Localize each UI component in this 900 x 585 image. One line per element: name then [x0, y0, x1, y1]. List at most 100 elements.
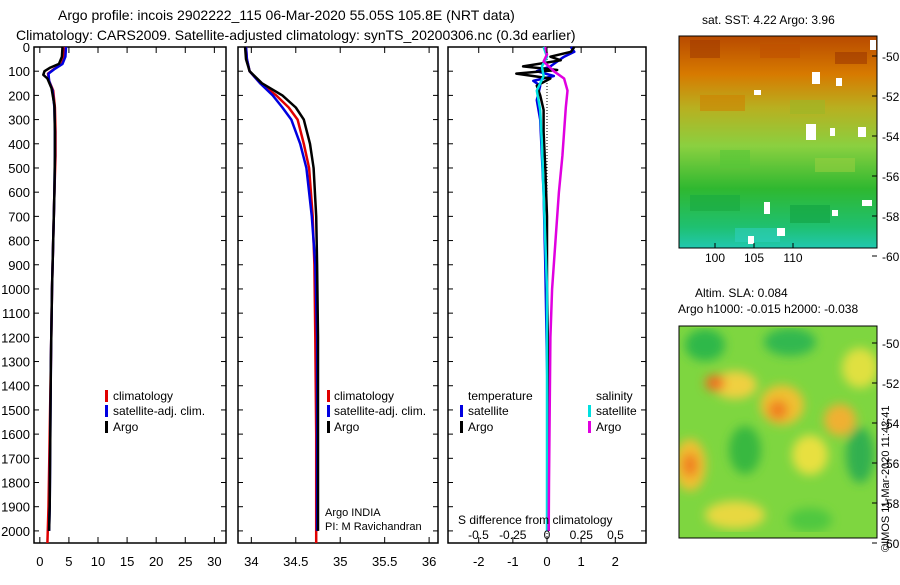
sla-lat-tick-label: -52: [882, 377, 900, 391]
depth-tick-label: 1300: [1, 355, 30, 370]
legend-label-climatology: climatology: [113, 389, 173, 403]
diff-xtick-label: -2: [473, 554, 485, 569]
depth-tick-label: 800: [8, 234, 30, 249]
sst-map: sat. SST: 4.22 Argo: 3.96 -50 -52 -54 -56 -5…: [678, 13, 900, 265]
legend-swatch-satellite-adj-sal: [327, 405, 330, 417]
credit-program: Argo INDIA: [325, 507, 381, 519]
salinity-panel-frame: [237, 46, 439, 544]
legend-swatch-temp-argo: [460, 421, 463, 433]
sal-xtick-label: 34: [244, 554, 258, 569]
sst-map-frame: [678, 35, 878, 249]
depth-tick-label: 400: [8, 137, 30, 152]
sst-lat-tick-label: -54: [882, 130, 900, 144]
sst-lon-tick-label: 110: [783, 251, 802, 265]
legend-swatch-climatology-sal: [327, 390, 330, 402]
difference-axis-label: S difference from climatology: [458, 513, 613, 527]
diff-upper-tick-label: -0.5: [468, 528, 489, 542]
legend-label-satellite-adj-sal: satellite-adj. clim.: [334, 404, 426, 418]
legend-label-climatology-sal: climatology: [334, 389, 394, 403]
sst-lat-tick-label: -52: [882, 90, 900, 104]
figure-title-line2: Climatology: CARS2009. Satellite-adjuste…: [16, 27, 576, 43]
legend-swatch-climatology: [105, 390, 108, 402]
temp-xtick-label: 5: [65, 554, 72, 569]
legend-swatch-argo-sal: [327, 421, 330, 433]
depth-tick-label: 2000: [1, 524, 30, 539]
depth-tick-label: 500: [8, 161, 30, 176]
sst-map-title: sat. SST: 4.22 Argo: 3.96: [702, 13, 835, 27]
salinity-legend: climatology satellite-adj. clim. Argo Ar…: [325, 389, 426, 533]
diff-upper-tick-label: 0: [544, 528, 551, 542]
temp-series-argo: [42, 46, 64, 531]
temperature-legend: climatology satellite-adj. clim. Argo: [105, 389, 205, 434]
legend-label-temp-satellite: satellite: [468, 404, 509, 418]
temperature-panel: 0 5 10 15 20 25 30 0 100 200 300 400 500 600 700 800 90…: [1, 40, 227, 569]
depth-tick-label: 1700: [1, 451, 30, 466]
sal-xtick-label: 35.5: [372, 554, 397, 569]
legend-label-argo: Argo: [113, 420, 139, 434]
sla-lat-tick-label: -54: [882, 417, 900, 431]
sst-lon-tick-label: 105: [744, 251, 764, 265]
depth-tick-label: 700: [8, 209, 30, 224]
figure-title-line1: Argo profile: incois 2902222_115 06-Mar-…: [58, 7, 515, 23]
depth-tick-label: 0: [23, 40, 30, 55]
sla-map: Altim. SLA: 0.084 Argo h1000: -0.015 h20…: [678, 286, 900, 551]
sst-map-missing-data: [748, 40, 876, 244]
sal-xtick-label: 34.5: [283, 554, 308, 569]
sal-series-climatology: [244, 46, 318, 543]
diff-series-salinity-satellite: [535, 46, 549, 531]
depth-tick-label: 1500: [1, 403, 30, 418]
difference-legend: temperature satellite Argo salinity sate…: [458, 389, 637, 527]
difference-panel: -2 -1 0 1 2 -0.5 -0.25 0 0.25 0.5: [447, 46, 647, 569]
legend-swatch-sal-satellite: [588, 405, 591, 417]
temp-xtick-label: 15: [120, 554, 134, 569]
sst-lon-tick-label: 100: [705, 251, 725, 265]
imos-watermark: ©IMOS 11-Mar-2020 11:42:41: [880, 406, 892, 553]
diff-xtick-label: -1: [507, 554, 519, 569]
salinity-panel: 34 34.5 35 35.5 36: [237, 46, 439, 569]
depth-tick-label: 900: [8, 258, 30, 273]
sal-xtick-label: 36: [422, 554, 436, 569]
legend-label-sal-argo: Argo: [596, 420, 622, 434]
legend-label-temp-argo: Argo: [468, 420, 494, 434]
sla-lat-tick-label: -58: [882, 497, 900, 511]
sst-lat-tick-label: -56: [882, 170, 900, 184]
legend-heading-temperature: temperature: [468, 389, 533, 403]
diff-upper-tick-label: 0.25: [570, 528, 594, 542]
depth-tick-label: 1100: [2, 306, 30, 321]
diff-series-salinity-argo: [542, 46, 569, 531]
credit-pi: PI: M Ravichandran: [325, 521, 422, 533]
depth-tick-label: 1900: [1, 500, 30, 515]
sla-map-frame: [678, 325, 878, 539]
legend-label-sal-satellite: satellite: [596, 404, 637, 418]
sla-lat-tick-label: -60: [882, 537, 900, 551]
sla-map-subtitle: Argo h1000: -0.015 h2000: -0.038: [678, 302, 858, 316]
legend-heading-salinity: salinity: [596, 389, 633, 403]
sla-lat-tick-label: -50: [882, 337, 900, 351]
depth-tick-label: 200: [8, 88, 30, 103]
legend-swatch-satellite-adj: [105, 405, 108, 417]
depth-tick-label: 1800: [1, 476, 30, 491]
temp-xtick-label: 0: [36, 554, 43, 569]
temp-xtick-label: 20: [149, 554, 163, 569]
diff-xtick-label: 0: [543, 554, 550, 569]
depth-tick-label: 1200: [1, 330, 30, 345]
temperature-panel-frame: [33, 46, 227, 544]
sal-xtick-label: 35: [333, 554, 347, 569]
sst-lat-tick-label: -60: [882, 250, 900, 264]
sst-lat-tick-label: -50: [882, 50, 900, 64]
sla-map-title: Altim. SLA: 0.084: [695, 286, 788, 300]
legend-swatch-sal-argo: [588, 421, 591, 433]
diff-xtick-label: 1: [578, 554, 585, 569]
sla-lat-tick-label: -56: [882, 457, 900, 471]
sal-series-satellite-adj-clim-: [244, 46, 319, 531]
legend-swatch-temp-satellite: [460, 405, 463, 417]
depth-tick-label: 100: [8, 64, 30, 79]
sla-map-pattern: [679, 328, 877, 532]
diff-xtick-label: 2: [612, 554, 619, 569]
legend-label-argo-sal: Argo: [334, 420, 360, 434]
sst-map-texture: [690, 40, 867, 242]
depth-tick-label: 300: [8, 113, 30, 128]
legend-swatch-argo: [105, 421, 108, 433]
depth-tick-label: 1600: [1, 427, 30, 442]
